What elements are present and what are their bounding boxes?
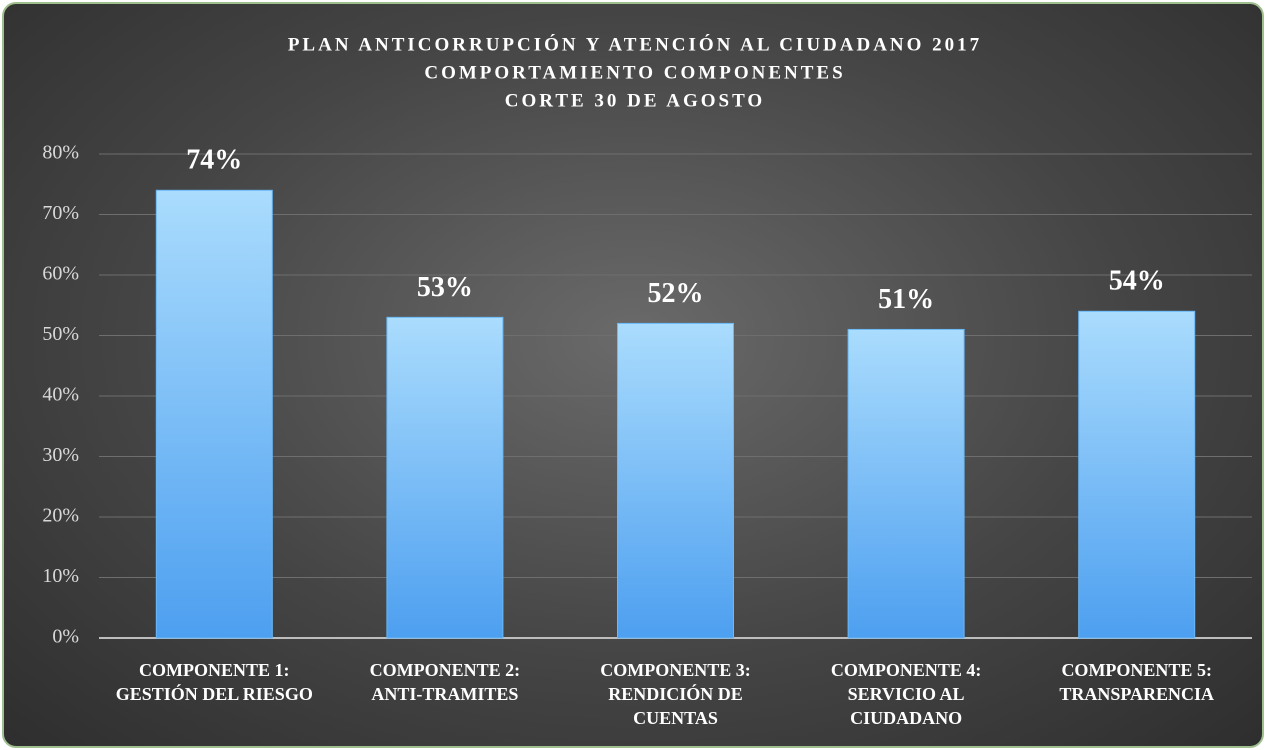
y-tick-label: 40% [42,384,79,406]
x-tick-label: COMPONENTE 5: TRANSPARENCIA [1059,660,1215,704]
value-label: 51% [878,284,934,315]
bar [1078,310,1196,639]
y-tick-label: 50% [42,323,79,345]
x-tick-label: COMPONENTE 3: RENDICIÓN DE CUENTAS [600,660,751,728]
value-label: 54% [1109,266,1165,297]
y-tick-label: 30% [42,444,79,466]
x-tick-label: COMPONENTE 1: GESTIÓN DEL RIESGO [115,660,313,704]
y-tick-label: 20% [42,505,79,527]
value-label: 53% [417,272,473,303]
bar [617,322,734,639]
bar [847,328,965,639]
y-tick-label: 10% [42,565,79,587]
y-tick-label: 60% [42,263,79,285]
x-tick-label: COMPONENTE 4: SERVICIO AL CIUDADANO [830,660,982,728]
chart: PLAN ANTICORRUPCIÓN Y ATENCIÓN AL CIUDAD… [42,33,1252,648]
chart-title: PLAN ANTICORRUPCIÓN Y ATENCIÓN AL CIUDAD… [288,33,982,55]
chart-subtitle: CORTE 30 DE AGOSTO [505,90,765,111]
bar [386,316,504,639]
y-tick-label: 0% [52,626,79,648]
x-tick-label: COMPONENTE 2: ANTI-TRAMITES [369,660,521,704]
bar [155,189,273,639]
chart-subtitle: COMPORTAMIENTO COMPONENTES [424,62,845,83]
value-label: 74% [186,145,242,176]
value-label: 52% [648,278,704,309]
y-tick-label: 80% [42,142,79,164]
y-tick-label: 70% [42,202,79,224]
